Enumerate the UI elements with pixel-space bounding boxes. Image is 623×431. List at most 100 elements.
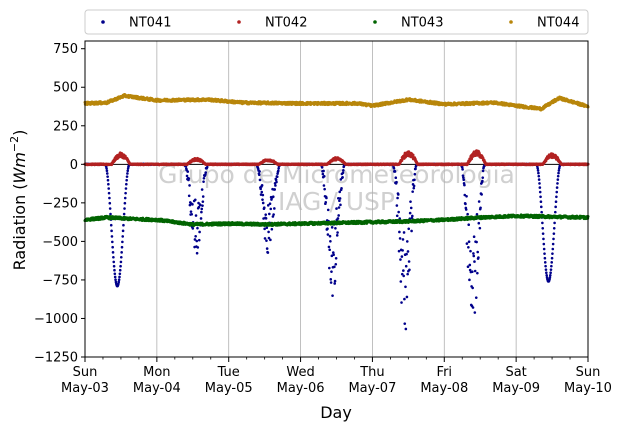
data-point xyxy=(464,202,467,206)
data-point xyxy=(542,237,545,241)
data-point xyxy=(187,194,191,198)
data-point xyxy=(266,204,270,207)
data-point xyxy=(268,212,271,216)
data-point xyxy=(272,213,275,216)
data-point xyxy=(393,170,397,173)
data-point xyxy=(204,171,208,174)
data-point xyxy=(543,261,547,264)
data-point xyxy=(191,227,195,230)
data-point xyxy=(269,207,273,211)
data-point xyxy=(123,196,127,200)
data-point xyxy=(555,195,558,199)
data-point xyxy=(105,167,108,170)
data-point xyxy=(398,237,402,240)
data-point xyxy=(270,198,273,201)
data-point xyxy=(404,327,408,331)
data-point xyxy=(473,260,476,263)
legend-label: NT042 xyxy=(265,16,307,31)
data-point xyxy=(109,223,113,227)
data-point xyxy=(461,168,464,171)
data-point xyxy=(322,169,325,173)
data-point xyxy=(337,214,340,217)
data-point xyxy=(545,274,548,277)
data-point xyxy=(126,172,129,175)
data-point xyxy=(262,206,266,210)
data-point xyxy=(338,197,342,200)
data-point xyxy=(200,188,204,191)
data-point xyxy=(406,250,410,253)
data-point xyxy=(197,205,201,209)
data-point xyxy=(469,249,472,253)
data-point xyxy=(111,240,114,244)
data-point xyxy=(328,248,331,252)
data-point xyxy=(473,269,477,273)
data-point xyxy=(470,157,474,161)
data-point xyxy=(125,182,128,186)
data-point xyxy=(468,268,472,272)
data-point xyxy=(409,200,412,203)
data-point xyxy=(537,174,541,178)
data-point xyxy=(467,240,471,244)
data-point xyxy=(549,268,553,271)
data-point xyxy=(465,242,469,245)
data-point xyxy=(536,169,540,172)
data-point xyxy=(107,191,111,195)
data-point xyxy=(202,180,205,183)
data-point xyxy=(258,178,262,182)
data-point xyxy=(261,193,265,197)
data-point xyxy=(398,230,401,234)
data-point xyxy=(195,251,199,255)
data-point xyxy=(538,182,541,185)
data-point xyxy=(328,266,331,270)
data-point xyxy=(544,268,548,271)
data-point xyxy=(549,271,552,274)
data-point xyxy=(461,174,465,177)
data-point xyxy=(481,179,484,183)
data-point xyxy=(395,204,399,207)
data-point xyxy=(392,166,396,170)
data-point xyxy=(541,221,544,225)
data-point xyxy=(394,176,398,180)
data-point xyxy=(538,186,542,189)
data-point xyxy=(326,233,330,236)
data-point xyxy=(194,235,197,238)
data-point xyxy=(330,270,333,273)
data-point xyxy=(540,210,543,214)
data-point xyxy=(270,227,274,231)
data-point xyxy=(551,247,555,251)
data-point xyxy=(327,245,331,249)
data-point xyxy=(472,235,476,239)
data-point xyxy=(337,206,341,209)
data-point xyxy=(328,234,332,238)
data-point xyxy=(117,278,121,282)
data-point xyxy=(410,229,413,233)
data-point xyxy=(404,285,407,289)
data-point xyxy=(122,223,125,227)
data-point xyxy=(120,251,123,254)
data-point xyxy=(112,264,116,268)
data-point xyxy=(107,187,111,190)
data-point xyxy=(536,166,539,170)
data-point xyxy=(411,190,414,193)
data-point xyxy=(266,251,270,254)
data-point xyxy=(268,202,272,206)
data-point xyxy=(402,274,405,278)
data-point xyxy=(341,171,345,175)
data-point xyxy=(113,275,117,279)
data-point xyxy=(264,213,268,216)
data-point xyxy=(111,245,114,249)
data-point xyxy=(462,176,465,179)
data-point xyxy=(543,256,547,260)
data-point xyxy=(412,186,416,190)
data-point xyxy=(538,190,542,194)
data-point xyxy=(274,178,278,182)
data-point xyxy=(260,184,264,187)
data-point xyxy=(198,230,201,234)
data-point xyxy=(201,204,204,207)
data-point xyxy=(464,208,468,211)
data-point xyxy=(550,261,554,264)
data-point xyxy=(405,252,408,256)
data-point xyxy=(554,210,557,214)
legend-label: NT043 xyxy=(401,16,443,31)
data-point xyxy=(397,249,401,253)
